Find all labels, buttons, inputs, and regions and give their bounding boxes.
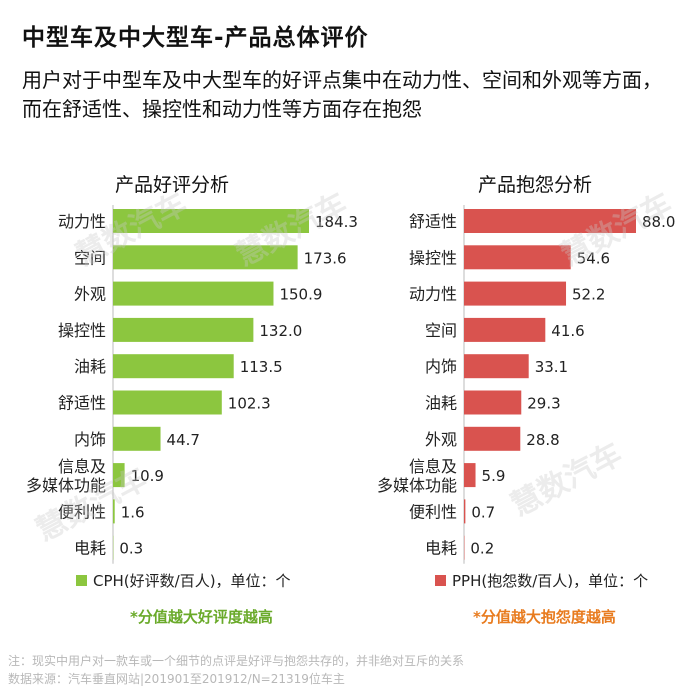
praise-category-label: 内饰: [74, 430, 106, 449]
page-title: 中型车及中大型车-产品总体评价: [22, 25, 369, 51]
footnote-disclaimer: 注：现实中用户对一款车或一个细节的点评是好评与抱怨共存的，并非绝对互斥的关系: [8, 654, 465, 668]
complaint-value-label: 41.6: [551, 322, 584, 340]
praise-legend-swatch: [76, 575, 87, 586]
complaint-value-label: 0.7: [471, 503, 495, 521]
complaint-category-label: 信息及: [409, 457, 457, 476]
complaint-bar: [464, 390, 522, 415]
praise-bar: [113, 390, 222, 415]
praise-category-label: 动力性: [58, 212, 106, 231]
complaint-bar: [464, 209, 636, 233]
praise-value-label: 44.7: [167, 431, 200, 449]
praise-category-label: 油耗: [74, 357, 106, 376]
complaint-bar: [464, 499, 466, 524]
complaint-value-label: 52.2: [572, 286, 605, 304]
praise-bar: [113, 245, 298, 270]
praise-category-label: 空间: [74, 248, 106, 267]
praise-category-label: 多媒体功能: [26, 476, 106, 495]
complaint-value-label: 0.2: [470, 540, 494, 558]
complaint-bar: [464, 354, 529, 379]
complaint-category-label: 多媒体功能: [377, 476, 457, 495]
complaint-chart-title: 产品抱怨分析: [478, 174, 593, 196]
praise-value-label: 173.6: [304, 249, 347, 267]
complaint-category-label: 油耗: [425, 394, 457, 413]
complaint-bar: [464, 426, 521, 451]
praise-bar: [113, 281, 274, 306]
praise-legend: CPH(好评数/百人)，单位：个: [76, 570, 291, 591]
praise-category-label: 外观: [74, 285, 106, 304]
complaint-value-label: 29.3: [527, 395, 560, 413]
praise-value-label: 132.0: [259, 322, 302, 340]
complaint-category-label: 空间: [425, 321, 457, 340]
praise-value-label: 150.9: [279, 286, 322, 304]
complaint-category-label: 操控性: [409, 248, 457, 267]
complaint-category-label: 便利性: [409, 502, 457, 521]
complaint-bar: [464, 245, 571, 270]
complaint-category-label: 内饰: [425, 357, 457, 376]
praise-category-label: 电耗: [74, 539, 106, 558]
complaint-value-label: 28.8: [526, 431, 559, 449]
praise-chart-title: 产品好评分析: [115, 174, 230, 196]
praise-bar: [113, 354, 234, 379]
praise-category-label: 舒适性: [58, 394, 106, 413]
complaint-note: *分值越大抱怨度越高: [473, 608, 616, 626]
complaint-value-label: 33.1: [535, 358, 568, 376]
praise-category-label: 操控性: [58, 321, 106, 340]
complaint-legend-swatch: [435, 575, 446, 586]
praise-value-label: 184.3: [315, 213, 358, 231]
praise-value-label: 102.3: [228, 395, 271, 413]
praise-bar: [113, 426, 161, 451]
praise-bar: [113, 317, 254, 342]
praise-legend-label: CPH(好评数/百人)，单位：个: [93, 572, 291, 590]
complaint-category-label: 电耗: [425, 539, 457, 558]
complaint-value-label: 5.9: [482, 467, 506, 485]
praise-bar: [113, 209, 309, 233]
complaint-legend-label: PPH(抱怨数/百人)，单位：个: [452, 572, 649, 590]
praise-category-label: 便利性: [58, 502, 106, 521]
complaint-legend: PPH(抱怨数/百人)，单位：个: [435, 570, 648, 591]
praise-value-label: 113.5: [240, 358, 283, 376]
complaint-bar: [464, 281, 567, 306]
praise-value-label: 0.3: [119, 540, 143, 558]
praise-category-label: 信息及: [58, 457, 106, 476]
praise-value-label: 10.9: [131, 467, 164, 485]
complaint-category-label: 动力性: [409, 285, 457, 304]
complaint-category-label: 舒适性: [409, 212, 457, 231]
praise-note: *分值越大好评度越高: [130, 608, 273, 626]
praise-value-label: 1.6: [121, 503, 145, 521]
page-subtitle: 用户对于中型车及中大型车的好评点集中在动力性、空间和外观等方面，而在舒适性、操控…: [22, 68, 662, 121]
complaint-category-label: 外观: [425, 430, 457, 449]
complaint-value-label: 54.6: [577, 249, 610, 267]
praise-bar: [113, 499, 115, 524]
praise-bar: [113, 463, 125, 488]
complaint-bar: [464, 463, 476, 488]
complaint-value-label: 88.0: [642, 213, 675, 231]
complaint-bar: [464, 317, 546, 342]
footnote-source: 数据来源：汽车垂直网站|201901至201912/N=21319位车主: [8, 672, 345, 686]
